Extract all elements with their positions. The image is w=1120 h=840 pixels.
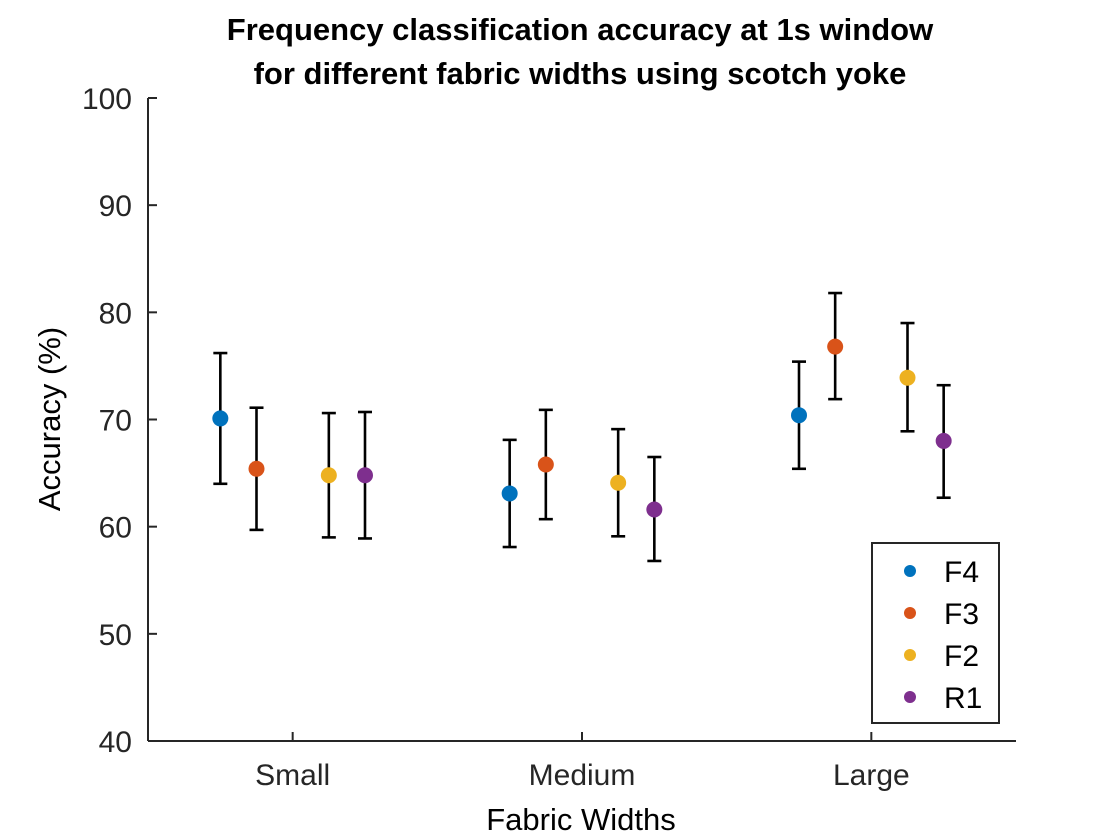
x-axis-label: Fabric Widths bbox=[486, 802, 675, 837]
legend-label: R1 bbox=[944, 682, 982, 715]
legend-item-r1: R1 bbox=[904, 682, 982, 715]
legend-marker bbox=[904, 691, 916, 703]
data-point bbox=[537, 456, 554, 473]
chart-title: Frequency classification accuracy at 1s … bbox=[227, 12, 934, 91]
series-r1 bbox=[357, 383, 952, 563]
data-marks bbox=[212, 291, 952, 563]
x-tick-label: Medium bbox=[529, 759, 636, 792]
y-axis-label: Accuracy (%) bbox=[32, 327, 67, 511]
y-tick-label: 50 bbox=[99, 619, 132, 652]
y-tick-label: 60 bbox=[99, 512, 132, 545]
chart-title-line-2: for different fabric widths using scotch… bbox=[254, 56, 907, 91]
series-f4 bbox=[212, 351, 807, 549]
data-point bbox=[320, 467, 337, 484]
series-f3 bbox=[248, 291, 844, 532]
x-tick-label: Large bbox=[833, 759, 910, 792]
legend-item-f4: F4 bbox=[904, 556, 979, 589]
data-point bbox=[935, 432, 952, 449]
legend-marker bbox=[904, 607, 916, 619]
axes: 40 50 60 70 80 90 100 Small Medium Large bbox=[82, 83, 1016, 792]
data-point bbox=[212, 410, 229, 427]
legend-marker bbox=[904, 565, 916, 577]
series-f2 bbox=[320, 321, 916, 539]
legend-item-f2: F2 bbox=[904, 640, 979, 673]
legend-marker bbox=[904, 649, 916, 661]
y-tick-label: 80 bbox=[99, 297, 132, 330]
legend-label: F3 bbox=[944, 598, 979, 631]
data-point bbox=[899, 369, 916, 386]
legend-label: F2 bbox=[944, 640, 979, 673]
x-tick-label: Small bbox=[255, 759, 330, 792]
data-point bbox=[827, 338, 844, 355]
data-point bbox=[791, 407, 807, 424]
data-point bbox=[248, 460, 265, 477]
legend-item-f3: F3 bbox=[904, 598, 979, 631]
data-point bbox=[646, 501, 663, 518]
legend-box bbox=[871, 542, 1000, 724]
y-tick-label: 90 bbox=[99, 190, 132, 223]
legend-label: F4 bbox=[944, 556, 979, 589]
data-point bbox=[357, 467, 373, 484]
y-tick-label: 40 bbox=[99, 726, 132, 759]
y-tick-label: 70 bbox=[99, 405, 132, 438]
chart-title-line-1: Frequency classification accuracy at 1s … bbox=[227, 12, 934, 47]
y-tick-label: 100 bbox=[82, 83, 132, 116]
data-point bbox=[610, 474, 627, 491]
legend: F4 F3 F2 R1 bbox=[871, 542, 1000, 724]
data-point bbox=[501, 485, 518, 502]
